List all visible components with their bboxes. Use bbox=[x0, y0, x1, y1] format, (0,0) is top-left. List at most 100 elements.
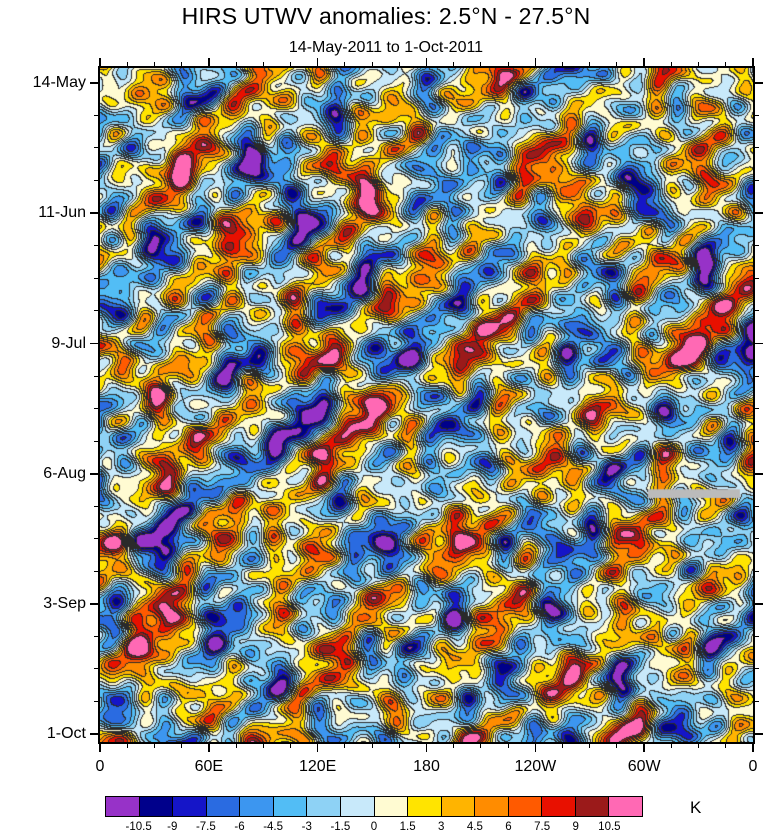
y-tick bbox=[94, 635, 98, 637]
colorbar-tick-label: 6 bbox=[505, 821, 512, 833]
x-tick bbox=[316, 58, 319, 66]
x-tick bbox=[480, 744, 482, 748]
y-tick bbox=[755, 245, 759, 247]
x-tick bbox=[126, 62, 128, 66]
x-tick bbox=[507, 744, 509, 748]
x-tick bbox=[371, 62, 373, 66]
x-tick-label: 180 bbox=[413, 758, 440, 775]
x-tick bbox=[562, 744, 564, 748]
x-tick bbox=[126, 744, 128, 748]
colorbar-segment bbox=[172, 796, 207, 817]
y-tick bbox=[94, 440, 98, 442]
x-tick bbox=[698, 62, 700, 66]
y-tick bbox=[94, 114, 98, 116]
y-tick bbox=[94, 147, 98, 149]
x-tick bbox=[344, 744, 346, 748]
y-tick bbox=[755, 668, 759, 670]
x-tick bbox=[453, 62, 455, 66]
x-tick bbox=[480, 62, 482, 66]
x-tick bbox=[153, 744, 155, 748]
y-tick bbox=[755, 505, 759, 507]
y-tick bbox=[755, 147, 759, 149]
x-tick bbox=[453, 744, 455, 748]
x-tick bbox=[670, 744, 672, 748]
x-tick bbox=[670, 62, 672, 66]
y-tick bbox=[755, 179, 759, 181]
colorbar-tick-label: -7.5 bbox=[195, 821, 216, 833]
x-tick bbox=[181, 62, 183, 66]
y-tick bbox=[755, 603, 763, 605]
x-tick bbox=[698, 744, 700, 748]
x-tick bbox=[562, 62, 564, 66]
y-tick bbox=[755, 570, 759, 572]
colorbar-segment bbox=[306, 796, 341, 817]
colorbar-tick-label: 1.5 bbox=[399, 821, 416, 833]
y-tick bbox=[755, 342, 763, 345]
y-tick bbox=[94, 408, 98, 410]
y-tick bbox=[90, 472, 98, 475]
colorbar-segment bbox=[541, 796, 576, 817]
x-tick bbox=[289, 744, 291, 748]
y-tick bbox=[90, 342, 98, 345]
x-tick bbox=[153, 62, 155, 66]
y-tick-label: 14-May bbox=[32, 73, 86, 91]
x-tick-label: 120E bbox=[298, 758, 337, 775]
x-tick-label: 60W bbox=[627, 758, 661, 775]
y-tick bbox=[755, 538, 759, 540]
colorbar-segment bbox=[239, 796, 274, 817]
x-tick bbox=[425, 744, 428, 752]
x-tick bbox=[344, 62, 346, 66]
colorbar-segment bbox=[440, 796, 476, 817]
x-tick bbox=[235, 744, 237, 748]
x-tick bbox=[725, 744, 727, 748]
x-tick bbox=[289, 62, 291, 66]
colorbar-segment bbox=[105, 796, 140, 817]
y-tick bbox=[94, 179, 98, 181]
y-tick bbox=[755, 733, 763, 735]
colorbar-tick-label: 7.5 bbox=[534, 821, 551, 833]
x-tick bbox=[99, 744, 101, 752]
y-tick bbox=[90, 82, 98, 84]
x-tick bbox=[643, 58, 645, 66]
colorbar-tick-label: 0 bbox=[370, 821, 378, 833]
colorbar-segment bbox=[138, 796, 174, 817]
colorbar-segment bbox=[373, 796, 409, 817]
colorbar-segment bbox=[339, 796, 375, 817]
y-tick bbox=[755, 212, 763, 214]
y-tick bbox=[755, 375, 759, 377]
y-tick bbox=[90, 212, 98, 214]
colorbar-segment bbox=[574, 796, 610, 817]
y-tick bbox=[755, 472, 763, 475]
colorbar-tick-label: -1.5 bbox=[330, 821, 351, 833]
chart-subtitle: 14-May-2011 to 1-Oct-2011 bbox=[288, 39, 484, 56]
colorbar-tick-label: 3 bbox=[438, 821, 445, 833]
colorbar bbox=[105, 796, 643, 817]
y-tick bbox=[94, 310, 98, 312]
x-tick bbox=[181, 744, 183, 748]
y-tick bbox=[755, 700, 759, 702]
y-tick bbox=[755, 114, 759, 116]
x-tick bbox=[371, 744, 373, 748]
colorbar-tick-label: 9 bbox=[572, 821, 579, 833]
y-tick-label: 3-Sep bbox=[43, 594, 86, 612]
x-tick bbox=[316, 744, 319, 752]
y-tick bbox=[94, 245, 98, 247]
chart-title: HIRS UTWV anomalies: 2.5°N - 27.5°N bbox=[181, 3, 591, 29]
colorbar-tick-label: -3 bbox=[301, 821, 312, 833]
x-tick bbox=[589, 62, 591, 66]
x-tick bbox=[208, 58, 210, 66]
colorbar-segment bbox=[205, 796, 241, 817]
y-tick bbox=[755, 82, 763, 84]
x-tick bbox=[616, 744, 618, 748]
x-tick bbox=[616, 62, 618, 66]
y-tick bbox=[94, 668, 98, 670]
y-tick bbox=[755, 440, 759, 442]
y-tick-label: 1-Oct bbox=[46, 724, 86, 742]
y-tick-label: 9-Jul bbox=[51, 334, 86, 352]
colorbar-segment bbox=[507, 796, 543, 817]
y-tick bbox=[94, 570, 98, 572]
y-tick bbox=[90, 603, 98, 605]
y-tick bbox=[94, 505, 98, 507]
colorbar-segment bbox=[474, 796, 509, 817]
x-tick-label: 60E bbox=[194, 758, 224, 775]
